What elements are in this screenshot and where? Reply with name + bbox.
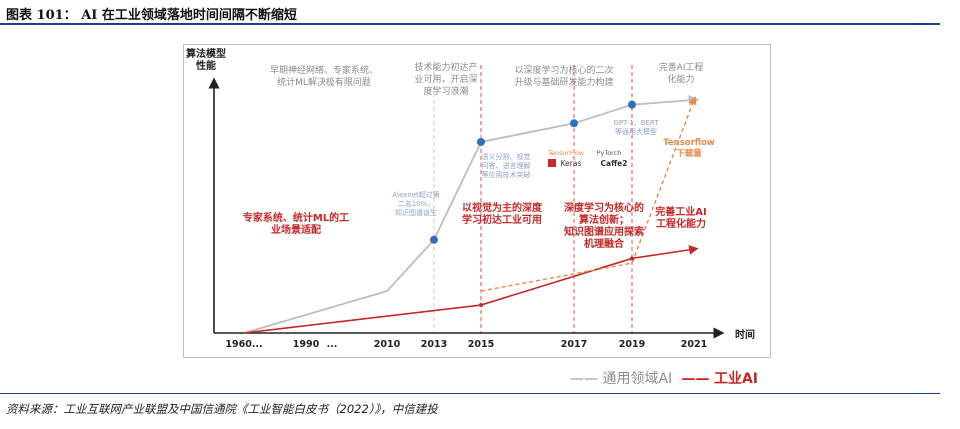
x-tick-label: 2010 [374,339,401,350]
legend-swatch-general: —— [570,371,598,387]
general-point-2013 [430,235,438,244]
general-annotation: Tensorflow 下载量 [663,138,715,159]
era-label: 完善AI工程化能力 [659,61,704,85]
general-point-2015 [477,137,485,146]
general-point-2019 [628,100,636,109]
industrial-annotation: 专家系统、统计ML的工业场景适配 [243,211,349,236]
y-axis-label: 算法模型性能 [185,47,226,72]
framework-label-keras: Keras [561,159,582,168]
general-point-2017 [570,119,578,128]
industrial-annotation: 以视觉为主的深度学习初达工业可用 [462,201,543,226]
general-annotation: GPT-1、BERT 等通用大模型 [613,119,659,136]
general-annotation: Alexnet超过第二名10%，知识图谱诞生 [392,190,440,217]
industrial-annotation: 深度学习为核心的算法创新；知识图谱应用探索机理融合 [563,201,644,250]
era-label: 技术能力初达产业可用，开启深度学习浪潮 [414,61,477,97]
industrial-point-2015 [479,303,483,308]
figure-frame: 算法模型性能时间 1960... 1990... 2010 2013 2015 2017 20… [183,44,771,358]
era-label: 以深度学习为核心的二次升级与基础研发能力构建 [514,64,613,88]
series-line-tensorflow-downloads [480,96,697,292]
x-tick-label: 2019 [619,339,645,350]
x-tick-label: 2013 [421,339,447,350]
x-tick-label: 1990 [293,339,320,350]
general-annotation: 语义分割、视觉问答、语言理解等应用技术突破 [482,152,531,179]
framework-label-caffe2: Caffe2 [601,159,628,168]
series-line-industrial-ai [243,245,699,334]
framework-label-tensorflow: TensorFlow [547,149,585,157]
industrial-annotation: 完善工业AI 工程化能力 [655,205,706,230]
legend-label-general: 通用领域AI [602,371,673,387]
framework-label-pytorch: PyTorch [597,149,622,157]
title-rule [0,23,940,25]
source-note: 资料来源：工业互联网产业联盟及中国信通院《工业智能白皮书（2022）》，中信建投 [6,402,438,416]
legend-swatch-industrial: —— [676,371,710,387]
x-tick-label: 2017 [561,339,587,350]
era-label: 早期神经网络、专家系统、统计ML解决极有限问题 [270,64,378,88]
x-tick-label: 1960... [225,339,262,350]
page-title: 图表 101： AI 在工业领域落地时间间隔不断缩短 [6,8,297,23]
keras-logo-icon [548,159,556,167]
legend-label-industrial: 工业AI [713,371,758,387]
x-tick-label: 2021 [681,339,707,350]
bottom-rule [0,393,940,394]
legend: —— 通用领域AI —— 工业AI [570,368,758,388]
industrial-point-2019 [630,256,634,261]
x-tick-label: 2015 [468,339,494,350]
x-axis-label: 时间 [735,328,755,341]
x-tick-label: ... [327,339,338,350]
